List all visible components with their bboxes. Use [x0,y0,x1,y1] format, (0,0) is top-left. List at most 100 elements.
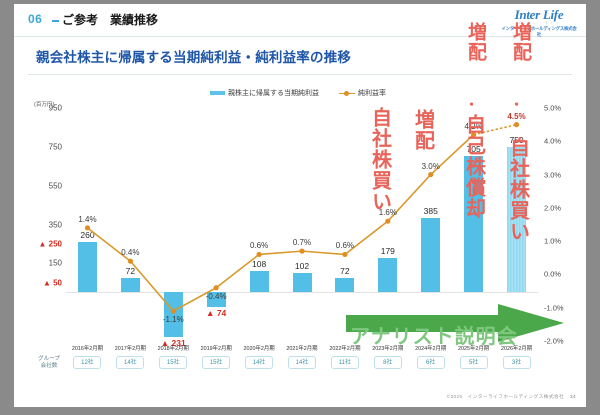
bar-value-label: 179 [380,245,395,256]
bar-value-label: 260 [80,229,95,240]
margin-point-2024年2月期[interactable] [428,171,434,178]
header-divider [14,36,586,37]
group-count-box: 6社 [416,356,445,369]
bar-2024年2月期[interactable] [421,217,441,293]
bar-value-label: 750 [509,134,524,145]
page-title: 親会社株主に帰属する当期純利益・純利益率の推移 [36,50,352,65]
margin-value-label: 0.6% [249,241,269,251]
margin-point-2026年2月期[interactable] [513,122,520,128]
group-count-box: 14社 [245,356,274,369]
x-axis-label: 2021年2月期 [286,346,318,352]
annotation-dot-2: ・ [510,97,524,112]
header-number: 06 [28,12,43,26]
x-axis-label: 2018年2月期 [157,346,189,352]
bar-2016年2月期[interactable] [77,241,97,293]
group-count-label-line1: グループ [37,356,61,362]
bar-value-label: ▲ 231 [160,338,186,349]
margin-line-segment [301,250,345,256]
annotation-jisha-kabu-2: 自社株買い [506,137,529,242]
group-count-box: 3社 [502,356,531,369]
chart-legend: 親株主に帰属する当期純利益 純利益率 [210,88,404,98]
bar-2021年2月期[interactable] [292,272,312,293]
y-axis-tick-left: ▲ 250 [38,239,63,249]
margin-value-label: 1.4% [78,214,97,224]
y-axis-tick-right: 4.0% [544,136,562,146]
legend-label-margin: 純利益率 [357,90,386,97]
legend-bar-swatch-icon [210,91,225,95]
group-count-box: 15社 [159,356,188,369]
legend-label-profit: 親株主に帰属する当期純利益 [228,90,319,97]
annotation-dot-1: ・ [465,97,479,112]
title-divider [28,74,572,75]
margin-point-2023年2月期[interactable] [385,218,391,224]
annotation-zouhai-2: 増配 [465,22,486,62]
bar-2022年2月期[interactable] [335,278,355,293]
margin-line-segment [259,250,303,256]
header-title: ご参考 業績推移 [62,13,159,27]
slide-header: 06 ご参考 業績推移 [14,4,586,37]
green-arrow-icon [346,304,564,342]
margin-point-2022年2月期[interactable] [342,251,348,258]
legend-line-swatch-icon [338,90,355,97]
bar-value-label: 72 [125,266,136,277]
header-dash-icon [52,20,59,22]
margin-value-label: 3.0% [421,161,440,171]
y-axis-tick-right: 0.0% [544,269,562,279]
bar-2023年2月期[interactable] [378,257,398,293]
y-axis-tick-left: 550 [48,181,62,191]
group-count-row-label: グループ 会社数 [34,356,64,370]
y-axis-tick-left: 750 [48,142,62,152]
group-count-label-line2: 会社数 [40,363,58,369]
margin-point-2021年2月期[interactable] [299,248,305,254]
margin-point-2020年2月期[interactable] [256,251,262,258]
group-count-box: 5社 [459,356,488,369]
bar-2025年2月期[interactable] [464,155,484,293]
margin-value-label: 1.6% [378,208,397,218]
margin-value-label: -1.1% [162,315,184,325]
bar-2017年2月期[interactable] [120,278,140,293]
y-axis-unit: (百万円) [34,102,55,108]
y-axis-tick-left: ▲ 50 [42,278,62,288]
bar-value-label: 72 [340,266,350,277]
arrow-caption: アナリスト説明会 [350,326,518,348]
x-axis-label: 2020年2月期 [243,346,275,352]
y-axis-tick-right: 1.0% [544,236,562,246]
margin-value-label: 4.5% [507,111,526,121]
margin-value-label: 0.4% [121,248,140,258]
x-axis-label: 2016年2月期 [71,346,104,352]
x-axis-label: 2017年2月期 [114,346,146,352]
chart-plot-area: 950 750 550 350 150 ▲ 50 ▲ 250 5.0% 4.0% 3.0% 2.0… [39,104,564,353]
group-count-box: 14社 [288,356,316,369]
legend-item-profit: 親株主に帰属する当期純利益 [210,88,319,98]
x-axis-label: 2022年2月期 [329,346,361,352]
margin-point-2019年2月期[interactable] [213,285,219,291]
annotation-zouhai-1: 増配 [411,109,434,151]
bar-value-label: 108 [251,259,267,270]
bar-value-label: 385 [423,205,438,216]
y-axis-tick-left: 950 [48,103,62,113]
group-count-box: 8社 [373,356,402,369]
bar-2026年2月期[interactable] [507,146,527,293]
y-axis-tick-right: 3.0% [544,170,562,180]
x-axis-label: 2023年2月期 [372,346,404,352]
annotation-zouhai-3: 増配 [510,22,531,62]
group-count-box: 14社 [116,356,145,369]
logo-company-name: インターライフホールディングス株式会社 [501,26,577,37]
footer-copyright: ©2025 インターライフホールディングス株式会社 [446,395,565,400]
margin-value-label: 4.2% [464,121,483,131]
group-count-box: 15社 [202,356,231,369]
company-logo: Inter Life ｲ ﾝ ﾀ ｰ ・ ﾗ ｲ ﾌ インターライフホールディン… [500,7,578,37]
margin-value-label: 0.7% [292,238,312,248]
y-axis-tick-left: 150 [48,258,62,268]
x-axis-label: 2025年2月期 [458,346,490,352]
annotation-jisha-kabu-1: 自社株買い [368,107,391,212]
y-axis-tick-right: 5.0% [544,103,562,113]
y-axis-tick-left: 350 [48,220,62,229]
x-axis-label: 2026年2月期 [500,346,533,352]
slide-canvas: 06 ご参考 業績推移 Inter Life ｲ ﾝ ﾀ ｰ ・ ﾗ ｲ ﾌ イ… [14,4,586,407]
group-count-box: 11社 [330,356,359,369]
y-axis-tick-right: 2.0% [544,203,562,213]
margin-point-2017年2月期[interactable] [127,258,133,264]
bar-2020年2月期[interactable] [249,271,269,293]
margin-value-label: 0.6% [335,241,355,251]
